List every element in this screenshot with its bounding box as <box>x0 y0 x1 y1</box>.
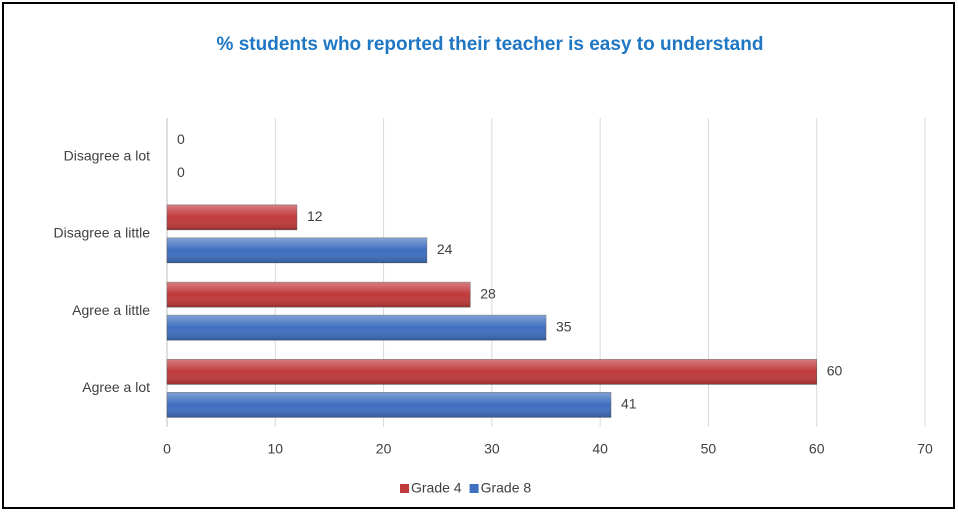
data-label: 0 <box>177 131 185 147</box>
bar-shade <box>167 204 297 230</box>
bar-shade <box>167 392 611 418</box>
legend-swatch <box>469 484 479 493</box>
x-tick-label: 50 <box>701 441 717 457</box>
data-label: 28 <box>480 285 496 301</box>
bar-shade <box>167 282 471 308</box>
legend-swatch <box>400 484 409 493</box>
x-tick-label: 60 <box>809 441 825 457</box>
data-label: 0 <box>177 164 185 180</box>
y-tick-label: Agree a little <box>72 302 150 318</box>
y-tick-label: Disagree a little <box>54 225 151 241</box>
x-tick-label: 70 <box>917 441 933 457</box>
data-label: 24 <box>437 241 453 257</box>
bar-shade <box>167 237 427 263</box>
chart-title: % students who reported their teacher is… <box>217 34 764 55</box>
y-tick-label: Agree a lot <box>82 379 150 395</box>
legend-label: Grade 8 <box>481 480 532 496</box>
y-tick-label: Disagree a lot <box>64 147 150 163</box>
data-label: 35 <box>556 318 572 334</box>
bar-shade <box>167 315 546 341</box>
bar-shade <box>167 359 817 385</box>
x-tick-label: 10 <box>267 441 283 457</box>
x-tick-label: 20 <box>376 441 392 457</box>
x-tick-label: 30 <box>484 441 500 457</box>
data-label: 60 <box>827 363 843 379</box>
x-tick-label: 0 <box>163 441 171 457</box>
data-label: 12 <box>307 208 323 224</box>
legend-label: Grade 4 <box>411 480 462 496</box>
x-tick-label: 40 <box>592 441 608 457</box>
data-label: 41 <box>621 396 637 412</box>
